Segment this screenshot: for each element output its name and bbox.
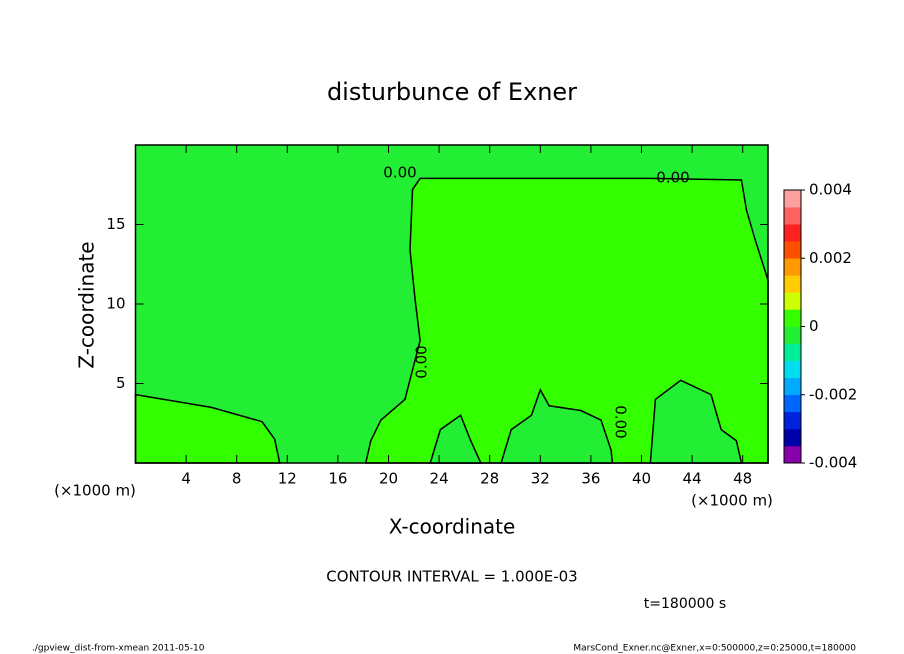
y-axis-label: Z-coordinate xyxy=(75,241,99,368)
x-tick-label: 24 xyxy=(430,470,449,488)
colorbar-segment xyxy=(784,326,801,344)
contour-label: 0.00 xyxy=(383,164,416,182)
contour-label: 0.00 xyxy=(656,169,689,187)
x-tick-label: 4 xyxy=(181,470,191,488)
colorbar-tick-label: -0.002 xyxy=(809,385,857,403)
contour-label: 0.00 xyxy=(612,405,630,438)
colorbar-segment xyxy=(784,207,801,225)
y-tick-label: 5 xyxy=(116,374,126,392)
footer-left: ./gpview_dist-from-xmean 2011-05-10 xyxy=(32,644,205,654)
x-tick-label: 12 xyxy=(278,470,297,488)
x-axis-label: X-coordinate xyxy=(389,515,516,539)
colorbar-tick-label: -0.004 xyxy=(809,454,857,472)
colorbar-segment xyxy=(784,411,801,430)
colorbar-segment xyxy=(784,258,801,276)
x-tick-label: 44 xyxy=(683,470,702,488)
x-tick-label: 16 xyxy=(328,470,347,488)
y-tick-label: 10 xyxy=(106,295,125,313)
colorbar-segment xyxy=(784,428,801,447)
contour-region xyxy=(649,379,743,464)
chart-title: disturbunce of Exner xyxy=(327,78,577,106)
footer-right: MarsCond_Exner.nc@Exner,x=0:500000,z=0:2… xyxy=(573,644,856,654)
colorbar-segment xyxy=(784,309,801,327)
time-label: t=180000 s xyxy=(644,596,726,612)
contour-region xyxy=(500,388,614,464)
x-tick-label: 28 xyxy=(480,470,499,488)
x-tick-label: 20 xyxy=(379,470,398,488)
x-tick-label: 48 xyxy=(733,470,752,488)
colorbar-segment xyxy=(784,275,801,293)
x-tick-label: 36 xyxy=(581,470,600,488)
x-unit-left: (×1000 m) xyxy=(54,482,136,500)
colorbar-tick-label: 0 xyxy=(809,317,819,335)
colorbar-segment xyxy=(784,445,801,464)
colorbar-segment xyxy=(784,360,801,378)
colorbar-segment xyxy=(784,343,801,361)
colorbar-segment xyxy=(784,394,801,413)
x-tick-label: 8 xyxy=(232,470,242,488)
x-tick-label: 32 xyxy=(531,470,550,488)
y-tick-label: 15 xyxy=(106,215,125,233)
colorbar-segment xyxy=(784,377,801,396)
contour-label: 0.00 xyxy=(413,345,431,378)
contour-interval: CONTOUR INTERVAL = 1.000E-03 xyxy=(326,568,577,586)
colorbar-segment xyxy=(784,224,801,242)
colorbar-tick-label: 0.004 xyxy=(809,181,852,199)
colorbar-segment xyxy=(784,292,801,310)
x-tick-label: 40 xyxy=(632,470,651,488)
colorbar-segment xyxy=(784,190,801,208)
colorbar-tick-label: 0.002 xyxy=(809,249,852,267)
colorbar-segment xyxy=(784,241,801,259)
x-unit-right: (×1000 m) xyxy=(691,492,773,510)
